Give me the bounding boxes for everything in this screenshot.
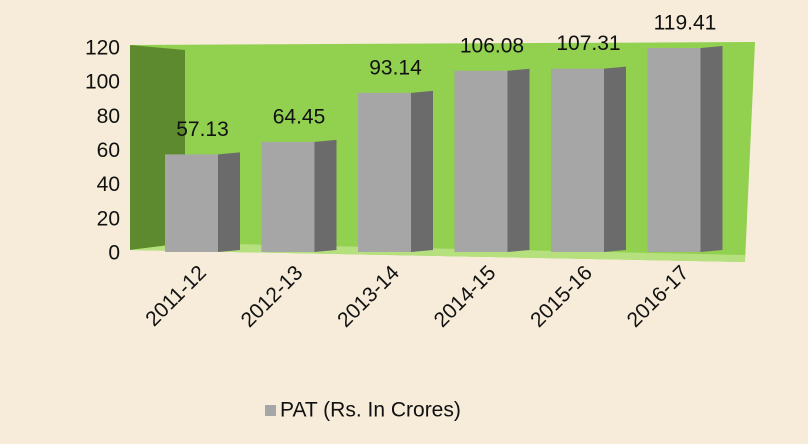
- bar: [165, 154, 218, 252]
- y-tick-label: 100: [85, 71, 120, 94]
- bar-side: [218, 152, 240, 252]
- bar-side: [507, 68, 530, 252]
- bar: [551, 68, 604, 253]
- y-tick-label: 20: [97, 207, 120, 230]
- bar: [647, 48, 701, 252]
- y-tick-label: 80: [97, 105, 120, 128]
- bar-side: [700, 46, 723, 252]
- bar: [454, 70, 508, 252]
- bar-side: [411, 90, 433, 252]
- bar: [261, 141, 315, 252]
- value-label: 107.31: [556, 32, 620, 55]
- y-tick-label: 60: [97, 139, 120, 162]
- value-label: 119.41: [654, 12, 717, 35]
- y-tick-label: 0: [108, 242, 120, 265]
- y-tick-label: 120: [85, 37, 120, 60]
- bar: [358, 92, 411, 252]
- y-tick-label: 40: [97, 173, 120, 196]
- value-label: 93.14: [369, 56, 422, 79]
- bar-side: [314, 139, 337, 252]
- value-label: 106.08: [460, 34, 524, 57]
- legend-label: PAT (Rs. In Crores): [280, 399, 461, 422]
- legend-swatch: [265, 405, 276, 416]
- bar-side: [604, 66, 626, 253]
- value-label: 64.45: [273, 105, 326, 128]
- value-label: 57.13: [176, 118, 229, 141]
